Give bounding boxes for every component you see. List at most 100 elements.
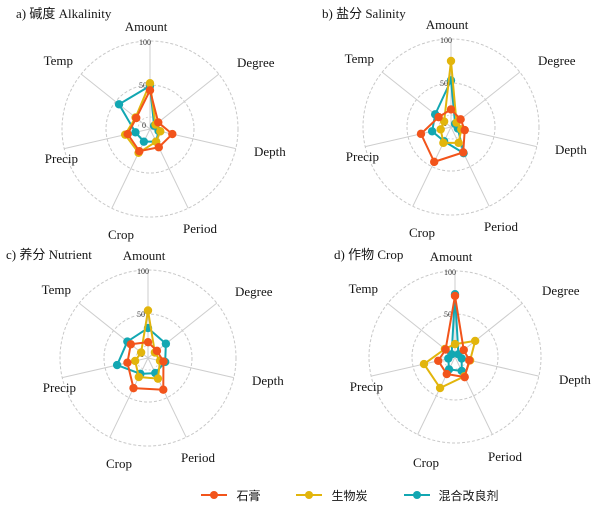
data-point — [130, 356, 140, 366]
tick-label: 0 — [142, 121, 146, 130]
data-point — [159, 385, 168, 394]
axis-label: Degree — [235, 284, 273, 299]
axis-label: Degree — [538, 53, 576, 68]
radar-chart-nutrient: c) 养分 Nutrient Amount Degree Depth Period Cr… — [0, 245, 300, 483]
data-point — [143, 306, 153, 315]
radar-chart-salinity: b) 盐分 Salinity Amount Degree Depth Period Cr… — [300, 0, 600, 245]
tick-label: 100 — [440, 36, 452, 45]
data-point — [114, 100, 124, 109]
data-point — [427, 127, 437, 136]
legend-dot-icon — [210, 491, 219, 499]
data-point — [152, 346, 162, 356]
chart-title-nutrient: c) 养分 Nutrient — [6, 247, 92, 262]
legend-marker-mixed-amendment — [403, 490, 430, 500]
radar-chart-alkalinity: a) 碱度 Alkalinity Amount Degree Depth Period… — [0, 0, 300, 245]
tick-label: 100 — [139, 38, 151, 47]
data-point — [123, 358, 132, 367]
data-point — [136, 348, 146, 357]
axis-label: Amount — [426, 17, 469, 32]
axis-label: Degree — [237, 55, 275, 70]
radar-chart-crop: d) 作物 Crop Amount Degree Depth Period Crop Pr… — [300, 245, 600, 483]
series-gypsum — [434, 291, 474, 382]
radar-plot-alkalinity: Amount Degree Depth Period Crop Precip Temp 0 50… — [44, 19, 287, 242]
data-point — [145, 86, 155, 95]
grid-circle-100 — [61, 40, 239, 218]
data-point — [460, 125, 469, 135]
data-point — [460, 372, 469, 382]
data-point — [159, 357, 168, 366]
legend-label-gypsum: 石膏 — [236, 488, 261, 503]
data-point — [143, 337, 153, 347]
data-point — [470, 336, 480, 346]
axis-label: Crop — [106, 456, 132, 471]
data-point — [139, 137, 149, 146]
legend-dot-icon — [305, 491, 314, 499]
radar-plot-salinity: AmountDegreeDepthPeriodCropPrecipTemp050… — [345, 17, 588, 240]
data-point — [435, 383, 445, 393]
data-point — [465, 356, 474, 365]
radar-plot-nutrient: AmountDegreeDepthPeriodCropPrecipTemp050… — [42, 248, 285, 471]
data-point — [436, 125, 445, 134]
legend: 石膏 生物炭 混合改良剂 — [0, 483, 600, 507]
data-point — [457, 354, 466, 363]
data-point — [434, 112, 443, 122]
data-point — [154, 143, 163, 152]
axis-label: Crop — [413, 455, 439, 470]
axis-label: Precip — [350, 379, 383, 394]
radar-plot-crop: AmountDegreeDepthPeriodCropPrecipTemp050… — [349, 249, 592, 470]
legend-marker-gypsum — [201, 490, 228, 500]
axis-label: Temp — [42, 282, 71, 297]
chart-title-salinity: b) 盐分 Salinity — [322, 6, 406, 21]
axis-label: Precip — [346, 149, 379, 164]
data-point — [132, 113, 141, 123]
axis-label: Period — [181, 450, 215, 465]
axis-label: Temp — [349, 281, 378, 296]
data-point — [126, 340, 135, 349]
axis-label: Amount — [123, 248, 166, 263]
axis-label: Depth — [559, 372, 591, 387]
axis-label: Precip — [45, 151, 78, 166]
tick-label: 50 — [137, 310, 145, 319]
series-gypsum — [123, 337, 168, 394]
axis-label: Degree — [542, 283, 580, 298]
axis-line — [450, 126, 490, 207]
data-point — [441, 345, 450, 354]
axis-label: Precip — [43, 380, 76, 395]
data-point — [135, 146, 144, 156]
data-point — [145, 79, 155, 88]
legend-label-biochar: 生物炭 — [331, 488, 368, 503]
grid-circle-100 — [362, 38, 540, 216]
data-point — [154, 118, 163, 127]
axis-label: Amount — [125, 19, 168, 34]
axis-label: Period — [183, 221, 217, 236]
tick-label: 100 — [137, 267, 149, 276]
tick-label: 100 — [444, 268, 456, 277]
axis-label: Crop — [409, 225, 435, 240]
series-gypsum — [123, 86, 177, 156]
tick-label: 50 — [139, 81, 147, 90]
legend-marker-biochar — [296, 490, 323, 500]
legend-item-biochar: 生物炭 — [296, 487, 368, 504]
axis-label: Temp — [345, 51, 374, 66]
data-point — [446, 56, 456, 66]
tick-label: 50 — [440, 79, 448, 88]
tick-label: 50 — [444, 310, 452, 319]
legend-label-mixed-amendment: 混合改良剂 — [438, 488, 499, 503]
data-point — [456, 115, 465, 124]
legend-item-gypsum: 石膏 — [201, 487, 260, 504]
axis-label: Temp — [44, 53, 73, 68]
axis-label: Depth — [254, 144, 286, 159]
data-point — [447, 350, 456, 359]
data-point — [161, 339, 171, 348]
axis-label: Amount — [430, 249, 473, 264]
data-point — [419, 359, 429, 369]
series-gypsum — [416, 105, 469, 167]
data-point — [454, 138, 463, 148]
data-point — [153, 374, 163, 383]
data-point — [112, 360, 122, 370]
data-point — [129, 383, 138, 393]
data-point — [134, 372, 144, 382]
data-point — [430, 157, 439, 167]
legend-dot-icon — [412, 491, 421, 499]
